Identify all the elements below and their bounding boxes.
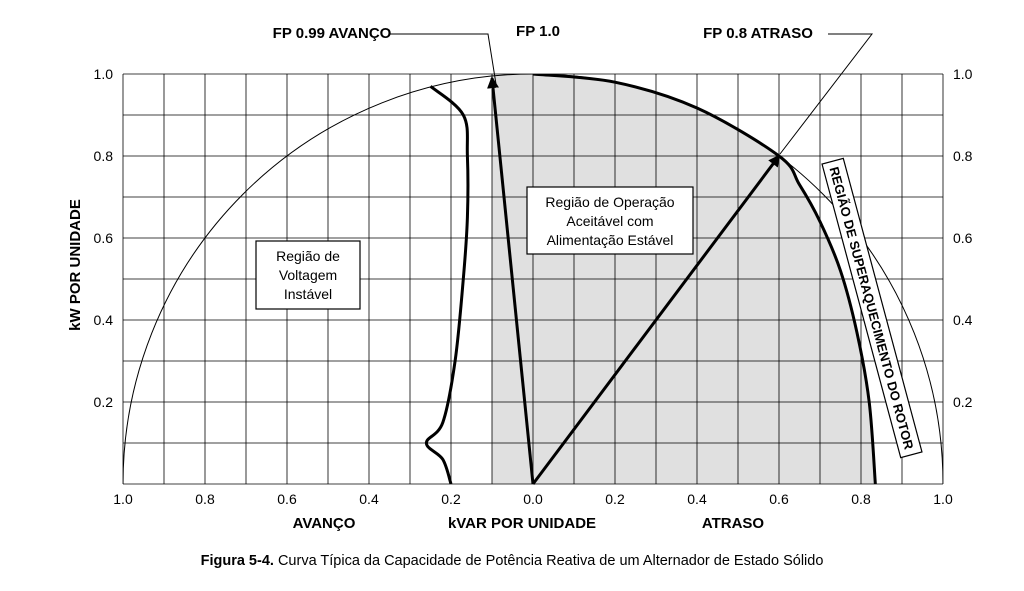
capability-curve [532, 74, 877, 484]
pf-lag-label: FP 0.8 ATRASO [703, 25, 813, 42]
unstable-region-line-1: Região de [276, 248, 340, 264]
tick-labels: 1.0 0.8 0.6 0.4 0.2 0.0 0.2 0.4 0.6 0.8 1.0 0.2 0.2 0… [94, 66, 973, 507]
acceptable-region-line-3: Alimentação Estável [547, 232, 674, 248]
unstable-limit-curve [424, 85, 470, 484]
x-tick-label: 0.2 [441, 491, 461, 507]
figure-caption-text: Curva Típica da Capacidade de Potência R… [277, 553, 824, 569]
y-tick-label-right: 0.2 [953, 394, 973, 410]
x-tick-label: 0.2 [605, 491, 625, 507]
grid [122, 73, 944, 485]
x-tick-label: 0.6 [769, 491, 789, 507]
unstable-region-line-2: Voltagem [279, 267, 337, 283]
x-tick-label: 0.8 [851, 491, 871, 507]
acceptable-region-line-2: Aceitável com [566, 213, 653, 229]
x-tick-label: 0.6 [277, 491, 297, 507]
y-tick-label-right: 0.8 [953, 148, 973, 164]
x-axis-lag-label: ATRASO [702, 515, 765, 532]
pf-lag-vector [531, 154, 781, 485]
y-tick-label-left: 0.6 [94, 230, 114, 246]
x-axis-lead-label: AVANÇO [293, 515, 356, 532]
y-tick-label-right: 0.4 [953, 312, 973, 328]
pf-lead-vector [487, 76, 535, 485]
y-tick-label-right: 0.6 [953, 230, 973, 246]
x-tick-label: 1.0 [113, 491, 133, 507]
figure-caption: Figura 5-4. Curva Típica da Capacidade d… [0, 553, 1024, 569]
y-axis-title: kW POR UNIDADE [67, 199, 84, 331]
figure-caption-number: Figura 5-4. [200, 553, 274, 569]
acceptable-region-line-1: Região de Operação [545, 194, 674, 210]
x-tick-label: 0.8 [195, 491, 215, 507]
pf-unity-label: FP 1.0 [516, 23, 560, 40]
curves [123, 74, 943, 484]
x-axis-title: kVAR POR UNIDADE [448, 515, 596, 532]
unstable-region-line-3: Instável [284, 286, 332, 302]
pf-lead-label: FP 0.99 AVANÇO [273, 25, 392, 42]
y-tick-label-right: 1.0 [953, 66, 973, 82]
chart: FP 0.99 AVANÇO FP 1.0 FP 0.8 ATRASO Regi… [67, 23, 973, 532]
x-tick-label: 0.0 [523, 491, 543, 507]
power-factor-vectors [487, 76, 781, 485]
y-tick-label-left: 1.0 [94, 66, 114, 82]
y-tick-label-left: 0.8 [94, 148, 114, 164]
unstable-region-box: Região de Voltagem Instável [255, 240, 361, 310]
x-tick-label: 0.4 [359, 491, 379, 507]
y-tick-label-left: 0.2 [94, 394, 114, 410]
x-tick-label: 0.4 [687, 491, 707, 507]
y-tick-label-left: 0.4 [94, 312, 114, 328]
acceptable-region-box: Região de Operação Aceitável com Aliment… [526, 186, 694, 255]
x-tick-label: 1.0 [933, 491, 953, 507]
annotation-leaders [390, 33, 874, 155]
